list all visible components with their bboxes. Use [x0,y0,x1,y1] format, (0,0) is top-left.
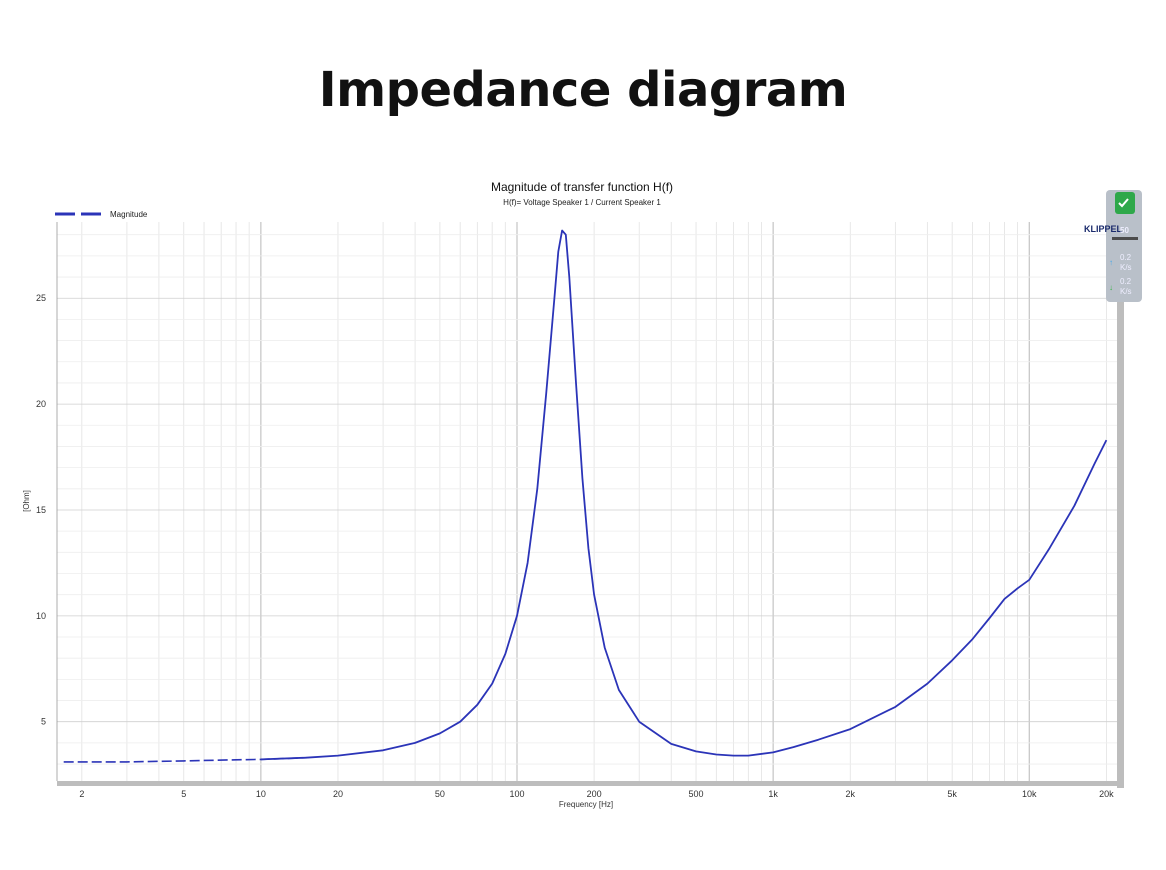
x-tick-label: 500 [689,789,704,799]
klippel-badge: KLIPPEL 50 ↑ 0.2 K/s ↓ 0.2 K/s [1084,190,1142,302]
x-tick-label: 5k [947,789,957,799]
y-tick-label: 25 [36,293,46,303]
frame-shadow-right [1117,192,1124,788]
series-line [260,229,1108,761]
y-tick-label: 15 [36,505,46,515]
y-tick-label: 5 [41,717,46,727]
x-tick-label: 20k [1099,789,1114,799]
x-tick-label: 10 [256,789,266,799]
x-axis-label: Frequency [Hz] [559,800,613,809]
y-tick-label: 20 [36,399,46,409]
legend: Magnitude [55,210,148,219]
badge-brand: KLIPPEL [1084,224,1123,234]
download-arrow-icon: ↓ [1109,283,1113,292]
x-tick-label: 5 [181,789,186,799]
legend-label: Magnitude [110,210,148,219]
grid [57,222,1117,781]
badge-row1-unit: K/s [1120,263,1132,272]
chart-subtitle: H(f)= Voltage Speaker 1 / Current Speake… [503,198,661,207]
check-icon [1118,198,1129,208]
chart-title: Magnitude of transfer function H(f) [491,180,673,194]
page-title: Impedance diagram [318,62,848,118]
badge-overlay-number: 50 [1120,226,1129,235]
y-tick-label: 10 [36,611,46,621]
badge-row2-unit: K/s [1120,287,1132,296]
badge-row2-value: 0.2 [1120,277,1132,286]
badge-bar [1112,237,1138,240]
x-tick-label: 1k [768,789,778,799]
series-layer [63,229,1108,763]
x-tick-label: 2 [79,789,84,799]
frame-shadow-bottom [57,781,1124,786]
x-axis-ticks: 2 5 10 20 50 100 200 500 1k 2k 5k 10k 20k [79,789,1114,799]
y-axis-label: [Ohm] [22,490,31,512]
y-axis-ticks: 5 10 15 20 25 [36,293,46,726]
badge-background [1106,190,1142,302]
plot-frame [56,192,1124,788]
badge-row1-value: 0.2 [1120,253,1132,262]
x-tick-label: 2k [845,789,855,799]
upload-arrow-icon: ↑ [1109,258,1113,267]
x-tick-label: 10k [1022,789,1037,799]
x-tick-label: 50 [435,789,445,799]
x-tick-label: 20 [333,789,343,799]
x-tick-label: 200 [587,789,602,799]
x-tick-label: 100 [509,789,524,799]
